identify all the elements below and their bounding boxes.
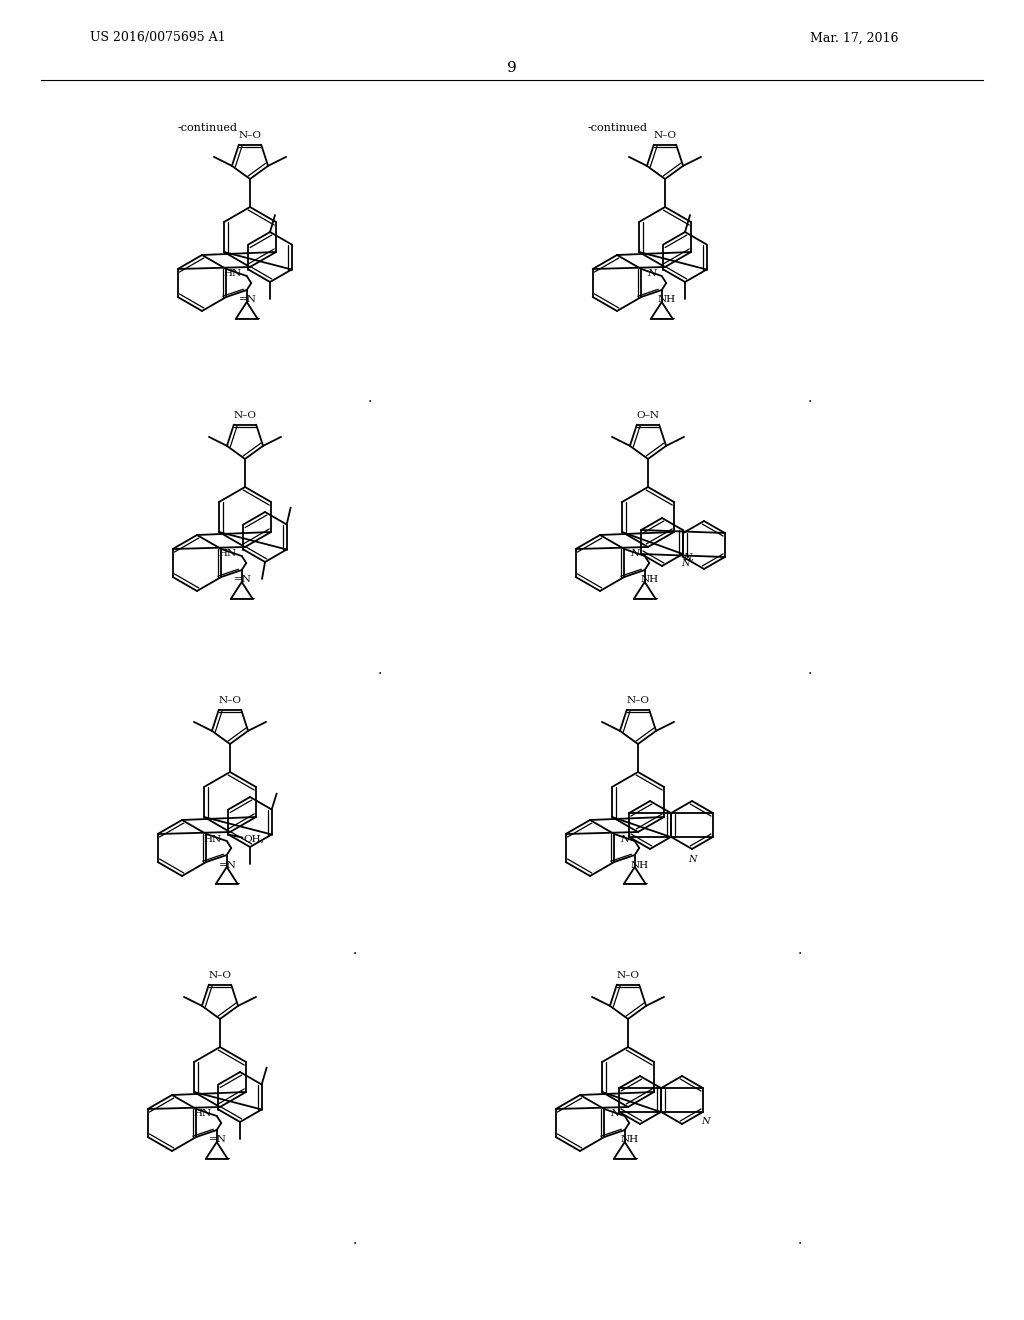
Text: .: . xyxy=(353,1233,357,1247)
Text: HN: HN xyxy=(223,269,242,279)
Text: N: N xyxy=(701,1118,710,1126)
Text: .: . xyxy=(368,391,372,405)
Text: N: N xyxy=(688,854,696,863)
Text: NH: NH xyxy=(641,576,658,585)
Text: HN: HN xyxy=(194,1110,212,1118)
Text: N: N xyxy=(682,560,690,569)
Text: .: . xyxy=(798,942,802,957)
Text: 9: 9 xyxy=(507,61,517,75)
Text: =N: =N xyxy=(239,296,257,305)
Text: US 2016/0075695 A1: US 2016/0075695 A1 xyxy=(90,32,225,45)
Text: Mar. 17, 2016: Mar. 17, 2016 xyxy=(810,32,898,45)
Text: N–O: N–O xyxy=(616,972,640,981)
Text: HN: HN xyxy=(204,834,222,843)
Text: .: . xyxy=(353,942,357,957)
Text: N–O: N–O xyxy=(218,696,242,705)
Text: -continued: -continued xyxy=(178,123,238,133)
Text: HN: HN xyxy=(219,549,237,558)
Text: OH,: OH, xyxy=(244,836,264,843)
Text: N–O: N–O xyxy=(627,696,649,705)
Text: N: N xyxy=(630,549,639,558)
Text: .: . xyxy=(378,663,382,677)
Text: N: N xyxy=(647,269,656,279)
Text: N: N xyxy=(610,1110,620,1118)
Text: NH: NH xyxy=(657,296,676,305)
Text: .: . xyxy=(808,391,812,405)
Text: NH: NH xyxy=(631,861,649,870)
Text: =N: =N xyxy=(209,1135,226,1144)
Text: .: . xyxy=(808,663,812,677)
Text: -continued: -continued xyxy=(588,123,648,133)
Text: O–N: O–N xyxy=(637,411,659,420)
Text: =N: =N xyxy=(233,576,252,585)
Text: =N: =N xyxy=(219,861,237,870)
Text: NH: NH xyxy=(621,1135,639,1144)
Text: N,: N, xyxy=(683,553,693,561)
Text: N: N xyxy=(621,834,630,843)
Text: N–O: N–O xyxy=(239,131,261,140)
Text: N–O: N–O xyxy=(209,972,231,981)
Text: N–O: N–O xyxy=(233,411,256,420)
Text: .: . xyxy=(798,1233,802,1247)
Text: N–O: N–O xyxy=(653,131,677,140)
